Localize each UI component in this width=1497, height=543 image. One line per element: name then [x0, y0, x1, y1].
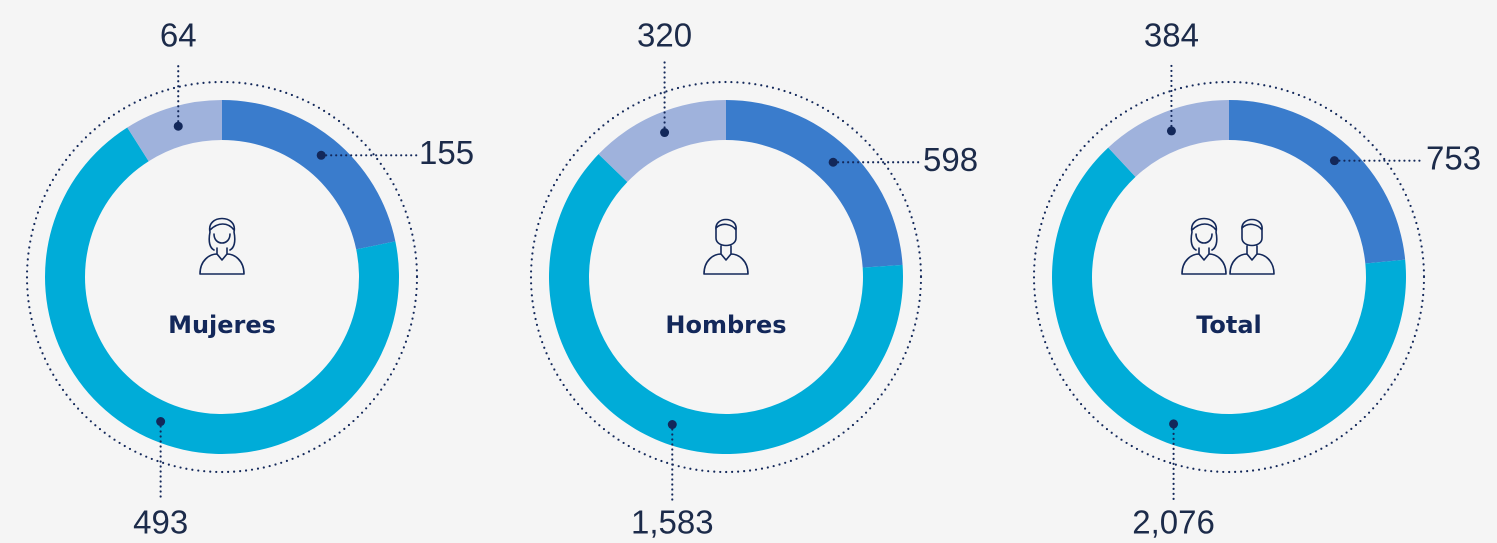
- donut-segment: [726, 100, 903, 268]
- icon-man: [703, 218, 749, 275]
- value-label: 155: [419, 134, 474, 171]
- chart-title: Total: [1196, 311, 1262, 339]
- label-dot: [1329, 156, 1339, 166]
- icon-people: [1181, 217, 1275, 275]
- chart-title: Hombres: [665, 311, 786, 339]
- donut-segment: [598, 100, 726, 182]
- label-dot: [1166, 126, 1176, 136]
- value-label: 2,076: [1132, 504, 1215, 541]
- chart-title: Mujeres: [168, 311, 276, 339]
- label-dot: [156, 417, 166, 427]
- donut-segment: [127, 100, 222, 162]
- donut-segment: [1229, 100, 1406, 264]
- dotted-ring: [529, 80, 923, 474]
- label-dot: [173, 121, 183, 131]
- dotted-ring: [25, 80, 419, 474]
- value-label: 320: [637, 17, 692, 54]
- label-dot: [316, 150, 326, 160]
- donut-segment: [1108, 100, 1229, 177]
- value-label: 64: [160, 17, 197, 54]
- label-dot: [667, 420, 677, 430]
- value-label: 1,583: [631, 504, 714, 541]
- label-dot: [660, 128, 670, 138]
- donut-segment: [222, 100, 396, 250]
- value-label: 384: [1144, 17, 1199, 54]
- dotted-ring: [1032, 80, 1426, 474]
- label-dot: [1169, 419, 1179, 429]
- value-label: 493: [133, 504, 188, 541]
- label-dot: [828, 157, 838, 167]
- icon-woman: [199, 217, 245, 275]
- value-label: 598: [923, 141, 978, 178]
- value-label: 753: [1426, 139, 1481, 176]
- donut-segment: [1052, 147, 1407, 454]
- donut-segment: [548, 154, 903, 455]
